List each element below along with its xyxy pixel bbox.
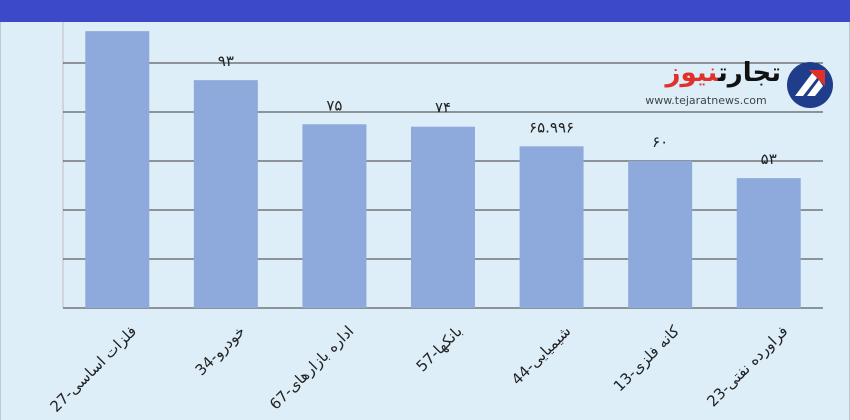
top-banner [0, 0, 850, 22]
bar [736, 178, 801, 308]
data-label: ۶۵.۹۹۶ [529, 118, 574, 136]
bar [302, 124, 367, 308]
logo-title-part-b: نیوز [665, 58, 719, 88]
bar [411, 126, 475, 308]
data-label: ۷۵ [326, 96, 342, 114]
logo-title: تجارتنیوز [631, 56, 782, 90]
data-label: ۶۰ [652, 133, 668, 151]
x-tick-label: 44-شیمیایی [508, 322, 575, 389]
logo-title-part-a: تجارت [718, 58, 781, 88]
data-label: ۹۳ [218, 52, 234, 70]
tejaratnews-logo: تجارتنیوز www.tejaratnews.com [629, 56, 837, 118]
bar [519, 146, 584, 308]
x-tick-label: 23-فراورده نفتی [703, 322, 791, 410]
data-label: ۷۴ [435, 99, 451, 117]
logo-emblem-icon [787, 62, 833, 108]
x-tick-label: 57-بانکها [413, 322, 466, 375]
bar [628, 161, 693, 308]
bar [85, 31, 150, 309]
x-tick-label: 27-فلزات اساسی [47, 322, 141, 416]
x-tick-label: 34-خودرو [192, 322, 249, 379]
x-tick-label: 13-کانه فلزی [610, 322, 684, 396]
x-tick-label: 67-اداره بازارهای [266, 322, 357, 413]
logo-url: www.tejaratnews.com [645, 94, 767, 107]
bar [193, 80, 258, 309]
data-label: ۵۳ [761, 150, 777, 168]
